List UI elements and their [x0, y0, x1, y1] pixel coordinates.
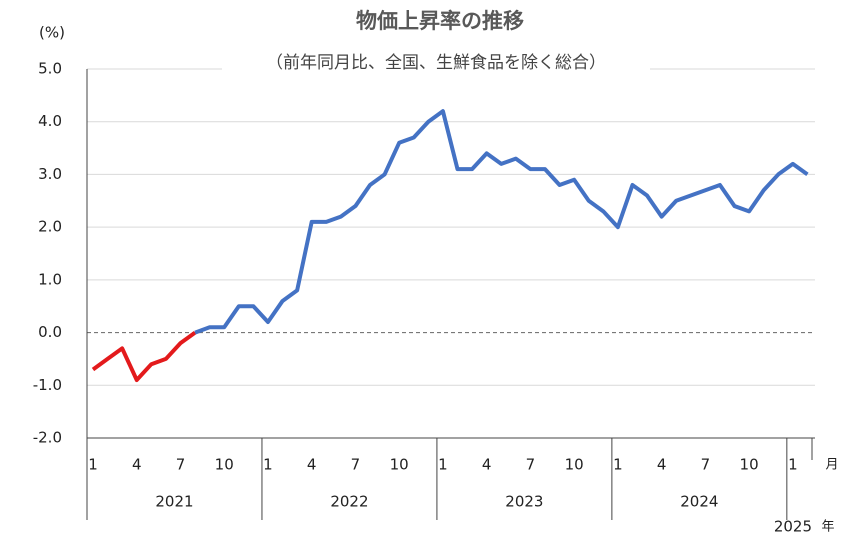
x-tick-label: 10 [215, 456, 234, 474]
y-tick-label: 0.0 [38, 323, 62, 341]
x-tick-label: 7 [701, 456, 711, 474]
series-line [91, 330, 197, 383]
x-tick-label: 1 [613, 456, 623, 474]
x-tick-label: 10 [740, 456, 759, 474]
y-tick-label: 3.0 [38, 165, 62, 183]
x-tick-label: 1 [263, 456, 273, 474]
x-tick-label: 7 [176, 456, 186, 474]
year-label: 2022 [330, 493, 368, 511]
y-tick-label: 2.0 [38, 218, 62, 236]
x-tick-label: 7 [351, 456, 361, 474]
x-tick-label: 4 [132, 456, 142, 474]
year-unit: 年 [821, 520, 834, 535]
series-line [194, 109, 809, 335]
year-label: 2025 [774, 518, 812, 536]
chart-title: 物価上昇率の推移 [356, 9, 524, 33]
x-tick-label: 1 [88, 456, 98, 474]
year-label: 2021 [155, 493, 193, 511]
y-tick-label: 4.0 [38, 112, 62, 130]
grid [87, 68, 815, 386]
y-tick-label: 1.0 [38, 270, 62, 288]
y-unit: (%) [39, 24, 65, 42]
x-tick-label: 7 [526, 456, 536, 474]
y-tick-label: 5.0 [38, 60, 62, 78]
chart-subtitle: （前年同月比、全国、生鮮食品を除く総合） [266, 53, 606, 73]
x-tick-label: 10 [390, 456, 409, 474]
y-tick-label: -2.0 [33, 429, 62, 447]
x-tick-label: 4 [307, 456, 317, 474]
x-tick-label: 10 [565, 456, 584, 474]
year-label: 2023 [505, 493, 543, 511]
y-tick-label: -1.0 [33, 376, 62, 394]
subtitle-bg [222, 50, 650, 76]
x-tick-label: 1 [788, 456, 798, 474]
x-tick-label: 4 [482, 456, 492, 474]
x-tick-label: 4 [657, 456, 667, 474]
x-unit: 月 [825, 458, 838, 473]
x-tick-label: 1 [438, 456, 448, 474]
year-label: 2024 [680, 493, 718, 511]
